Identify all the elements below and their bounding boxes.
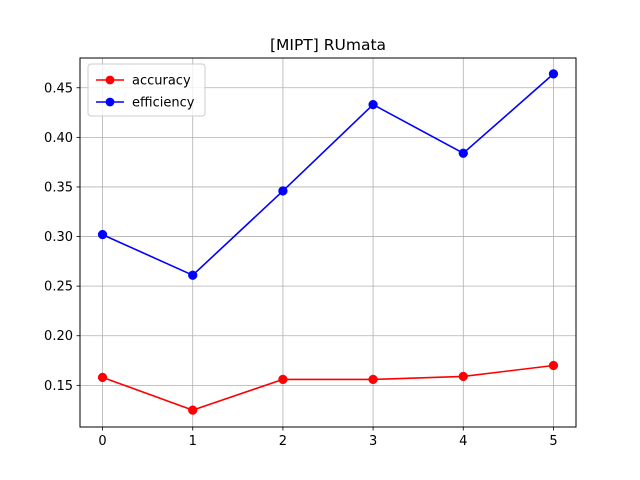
y-tick-label: 0.30 xyxy=(44,230,73,245)
series-layer xyxy=(97,69,559,415)
legend: accuracy efficiency xyxy=(87,63,206,117)
data-point-efficiency xyxy=(548,69,559,79)
x-tick-label: 1 xyxy=(189,434,197,449)
data-point-accuracy xyxy=(458,371,468,382)
plot-frame xyxy=(79,57,577,428)
legend-label: accuracy xyxy=(132,74,191,89)
x-tick-label: 2 xyxy=(279,434,287,449)
legend-swatch-marker xyxy=(105,97,115,107)
legend-box xyxy=(87,63,206,117)
data-point-efficiency xyxy=(368,99,378,110)
y-tick-label: 0.25 xyxy=(44,280,73,295)
legend-label: efficiency xyxy=(132,96,195,111)
data-point-efficiency xyxy=(188,270,198,280)
y-tick-label: 0.15 xyxy=(44,379,73,394)
data-point-accuracy xyxy=(188,405,198,415)
y-tick-label: 0.40 xyxy=(44,131,73,146)
grid xyxy=(80,58,576,427)
data-point-accuracy xyxy=(97,372,108,383)
x-tick-label: 0 xyxy=(98,434,106,449)
series-line-accuracy xyxy=(102,364,554,411)
x-tick-label: 4 xyxy=(459,434,467,449)
data-point-accuracy xyxy=(278,374,288,385)
x-tick-label: 3 xyxy=(369,434,377,449)
data-point-efficiency xyxy=(458,148,468,158)
y-tick-label: 0.45 xyxy=(44,81,73,96)
series-line-efficiency xyxy=(102,73,555,277)
data-point-accuracy xyxy=(548,360,559,371)
y-tick-label: 0.35 xyxy=(44,180,73,195)
axis-ticks: 0 1 2 3 4 5 0.15 0.20 0.25 0.30 0.35 0.40 0.45 xyxy=(44,81,558,449)
y-tick-label: 0.20 xyxy=(44,329,73,344)
legend-swatch-marker xyxy=(105,75,115,85)
data-point-efficiency xyxy=(278,186,288,196)
data-point-efficiency xyxy=(97,229,108,240)
data-point-accuracy xyxy=(368,374,378,385)
chart-title: [MIPT] RUmata xyxy=(270,36,386,54)
x-tick-label: 5 xyxy=(549,434,557,449)
